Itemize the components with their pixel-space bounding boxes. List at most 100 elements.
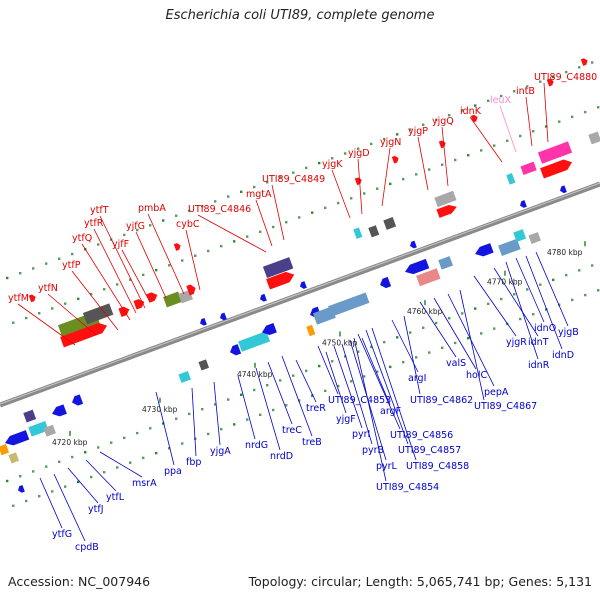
gene-label-ytfQ: ytfQ: [72, 233, 92, 244]
gene-label-UTI89_C4854: UTI89_C4854: [376, 482, 439, 493]
lower-gene-15: [380, 276, 392, 289]
track-dot: [331, 157, 334, 160]
track-dot: [311, 211, 314, 214]
gene-label-yjgK: yjgK: [322, 159, 343, 170]
connector-idnR: [505, 261, 539, 360]
gene-label-ytfT: ytfT: [90, 205, 109, 216]
upper-marker-2: [354, 177, 362, 186]
connector-idnK: [469, 116, 503, 163]
gene-label-yjgD: yjgD: [348, 148, 370, 159]
connector-pyrI: [333, 345, 363, 429]
track-dot: [227, 398, 230, 401]
connector-ytfN: [47, 293, 97, 336]
gene-label-ytfR: ytfR: [84, 218, 104, 229]
track-dot: [123, 436, 126, 440]
connector-holC: [433, 297, 477, 370]
track-dot: [350, 197, 353, 200]
gene-label-ytfL: ytfL: [106, 492, 125, 503]
track-dot: [298, 216, 301, 219]
track-dot: [272, 225, 275, 229]
track-dot: [51, 490, 54, 493]
track-dot: [12, 504, 15, 507]
gene-label-valS: valS: [446, 358, 466, 369]
gene-label-mgtA: mgtA: [246, 189, 272, 200]
track-dot: [45, 262, 48, 265]
track-dot: [97, 243, 100, 246]
gene-label-UTI89_C4857: UTI89_C4857: [398, 445, 461, 456]
upper-marker-4: [438, 140, 446, 149]
tick-label: 4760 kbp: [407, 307, 443, 316]
upper-marker-6: [546, 78, 554, 87]
track-dot: [168, 264, 171, 267]
track-dot: [584, 110, 587, 114]
connector-UTI89_C4846: [197, 214, 267, 253]
track-dot: [77, 297, 80, 301]
track-dot: [506, 139, 509, 143]
track-dot: [181, 442, 184, 445]
connector-UTI89_C4856: [357, 333, 401, 430]
track-dot: [454, 341, 457, 345]
track-dot: [461, 109, 464, 112]
track-dot: [357, 147, 360, 150]
map-title: Escherichia coli UTI89, complete genome: [165, 8, 435, 23]
track-dot: [12, 321, 15, 324]
gene-label-yjgA: yjgA: [210, 446, 231, 457]
track-dot: [38, 495, 41, 498]
track-dot: [545, 125, 548, 128]
gene-label-yjfG: yjfG: [126, 221, 145, 232]
track-dots: [6, 61, 600, 507]
track-dot: [370, 345, 373, 349]
upper-marker-0: [28, 294, 36, 303]
track-dot: [84, 451, 87, 454]
track-dot: [363, 375, 366, 378]
gene-label-idnO: idnO: [534, 323, 556, 334]
connector-argF: [361, 337, 391, 406]
track-dot: [331, 360, 334, 363]
track-dot: [428, 168, 431, 171]
track-dot: [162, 219, 165, 222]
connector-ytfL: [85, 459, 117, 492]
connector-cpdB: [53, 473, 86, 542]
lower-gene-5: [43, 424, 56, 437]
upper-gene-9: [262, 257, 294, 279]
upper-gene-10: [266, 271, 295, 290]
track-dot: [129, 278, 132, 281]
lower-marker-5: [410, 240, 417, 249]
connector-UTI89_C4849: [271, 184, 285, 241]
lower-gene-4: [8, 452, 20, 464]
track-dot: [279, 176, 282, 179]
track-dot: [311, 394, 314, 397]
track-dot: [422, 326, 425, 329]
track-dot: [116, 466, 119, 469]
track-dot: [103, 288, 106, 291]
track-dot: [487, 99, 490, 103]
gene-label-UTI89_C4858: UTI89_C4858: [406, 461, 469, 472]
track-dot: [175, 417, 178, 420]
connector-yjgD: [357, 158, 363, 215]
track-dot: [337, 384, 340, 388]
track-dot: [58, 460, 61, 464]
lower-gene-19: [475, 243, 494, 257]
lower-marker-4: [300, 281, 307, 289]
connector-msrA: [99, 451, 143, 478]
connector-treR: [295, 359, 317, 403]
track-dot: [357, 350, 360, 353]
track-dot: [474, 307, 477, 310]
connector-UTI89_C4857: [365, 329, 409, 445]
gene-label-yjgQ: yjgQ: [432, 116, 454, 127]
lower-gene-16: [405, 258, 430, 275]
gene-label-argI: argI: [408, 373, 426, 384]
gene-label-msrA: msrA: [132, 478, 157, 489]
connector-ytfM: [17, 303, 76, 346]
track-dot: [324, 389, 327, 393]
connector-ytfJ: [67, 467, 99, 504]
track-dot: [181, 259, 184, 262]
track-dot: [571, 115, 574, 119]
topology-stats-text: Topology: circular; Length: 5,065,741 bp…: [248, 574, 592, 589]
track-dot: [253, 185, 256, 189]
track-dot: [584, 293, 587, 297]
track-dot: [51, 307, 54, 310]
gene-label-ytfM: ytfM: [8, 293, 29, 304]
track-dot: [370, 142, 373, 146]
gene-label-leuX: leuX: [490, 95, 512, 106]
